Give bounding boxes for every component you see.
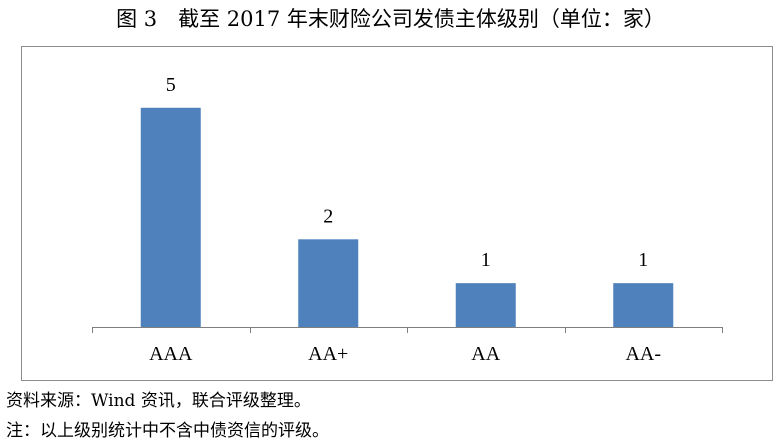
bar-AAA — [140, 107, 201, 327]
bar-AA+ — [298, 239, 359, 327]
x-tick-label: AA+ — [308, 343, 348, 365]
data-label: 5 — [166, 74, 176, 96]
bar-chart: 5 2 1 1 AAA AA+ AA AA- — [92, 74, 723, 365]
data-labels-layer: 5 2 1 1 — [166, 74, 649, 271]
bar-AA — [455, 283, 516, 327]
x-axis-ticks — [92, 327, 723, 333]
chart-frame: 5 2 1 1 AAA AA+ AA AA- — [21, 46, 773, 381]
bars-layer — [140, 107, 674, 327]
data-label: 2 — [323, 205, 333, 227]
figure-title: 图 3 截至 2017 年末财险公司发债主体级别（单位：家） — [116, 7, 665, 31]
source-note: 资料来源：Wind 资讯，联合评级整理。 — [6, 391, 311, 411]
x-tick-label: AA- — [625, 343, 661, 365]
data-label: 1 — [638, 249, 648, 271]
remark-note: 注：以上级别统计中不含中债资信的评级。 — [6, 421, 329, 441]
x-tick-label: AAA — [149, 343, 193, 365]
x-axis-tick-labels: AAA AA+ AA AA- — [149, 343, 661, 365]
data-label: 1 — [481, 249, 491, 271]
bar-AA- — [613, 283, 674, 327]
x-tick-label: AA — [471, 343, 500, 365]
